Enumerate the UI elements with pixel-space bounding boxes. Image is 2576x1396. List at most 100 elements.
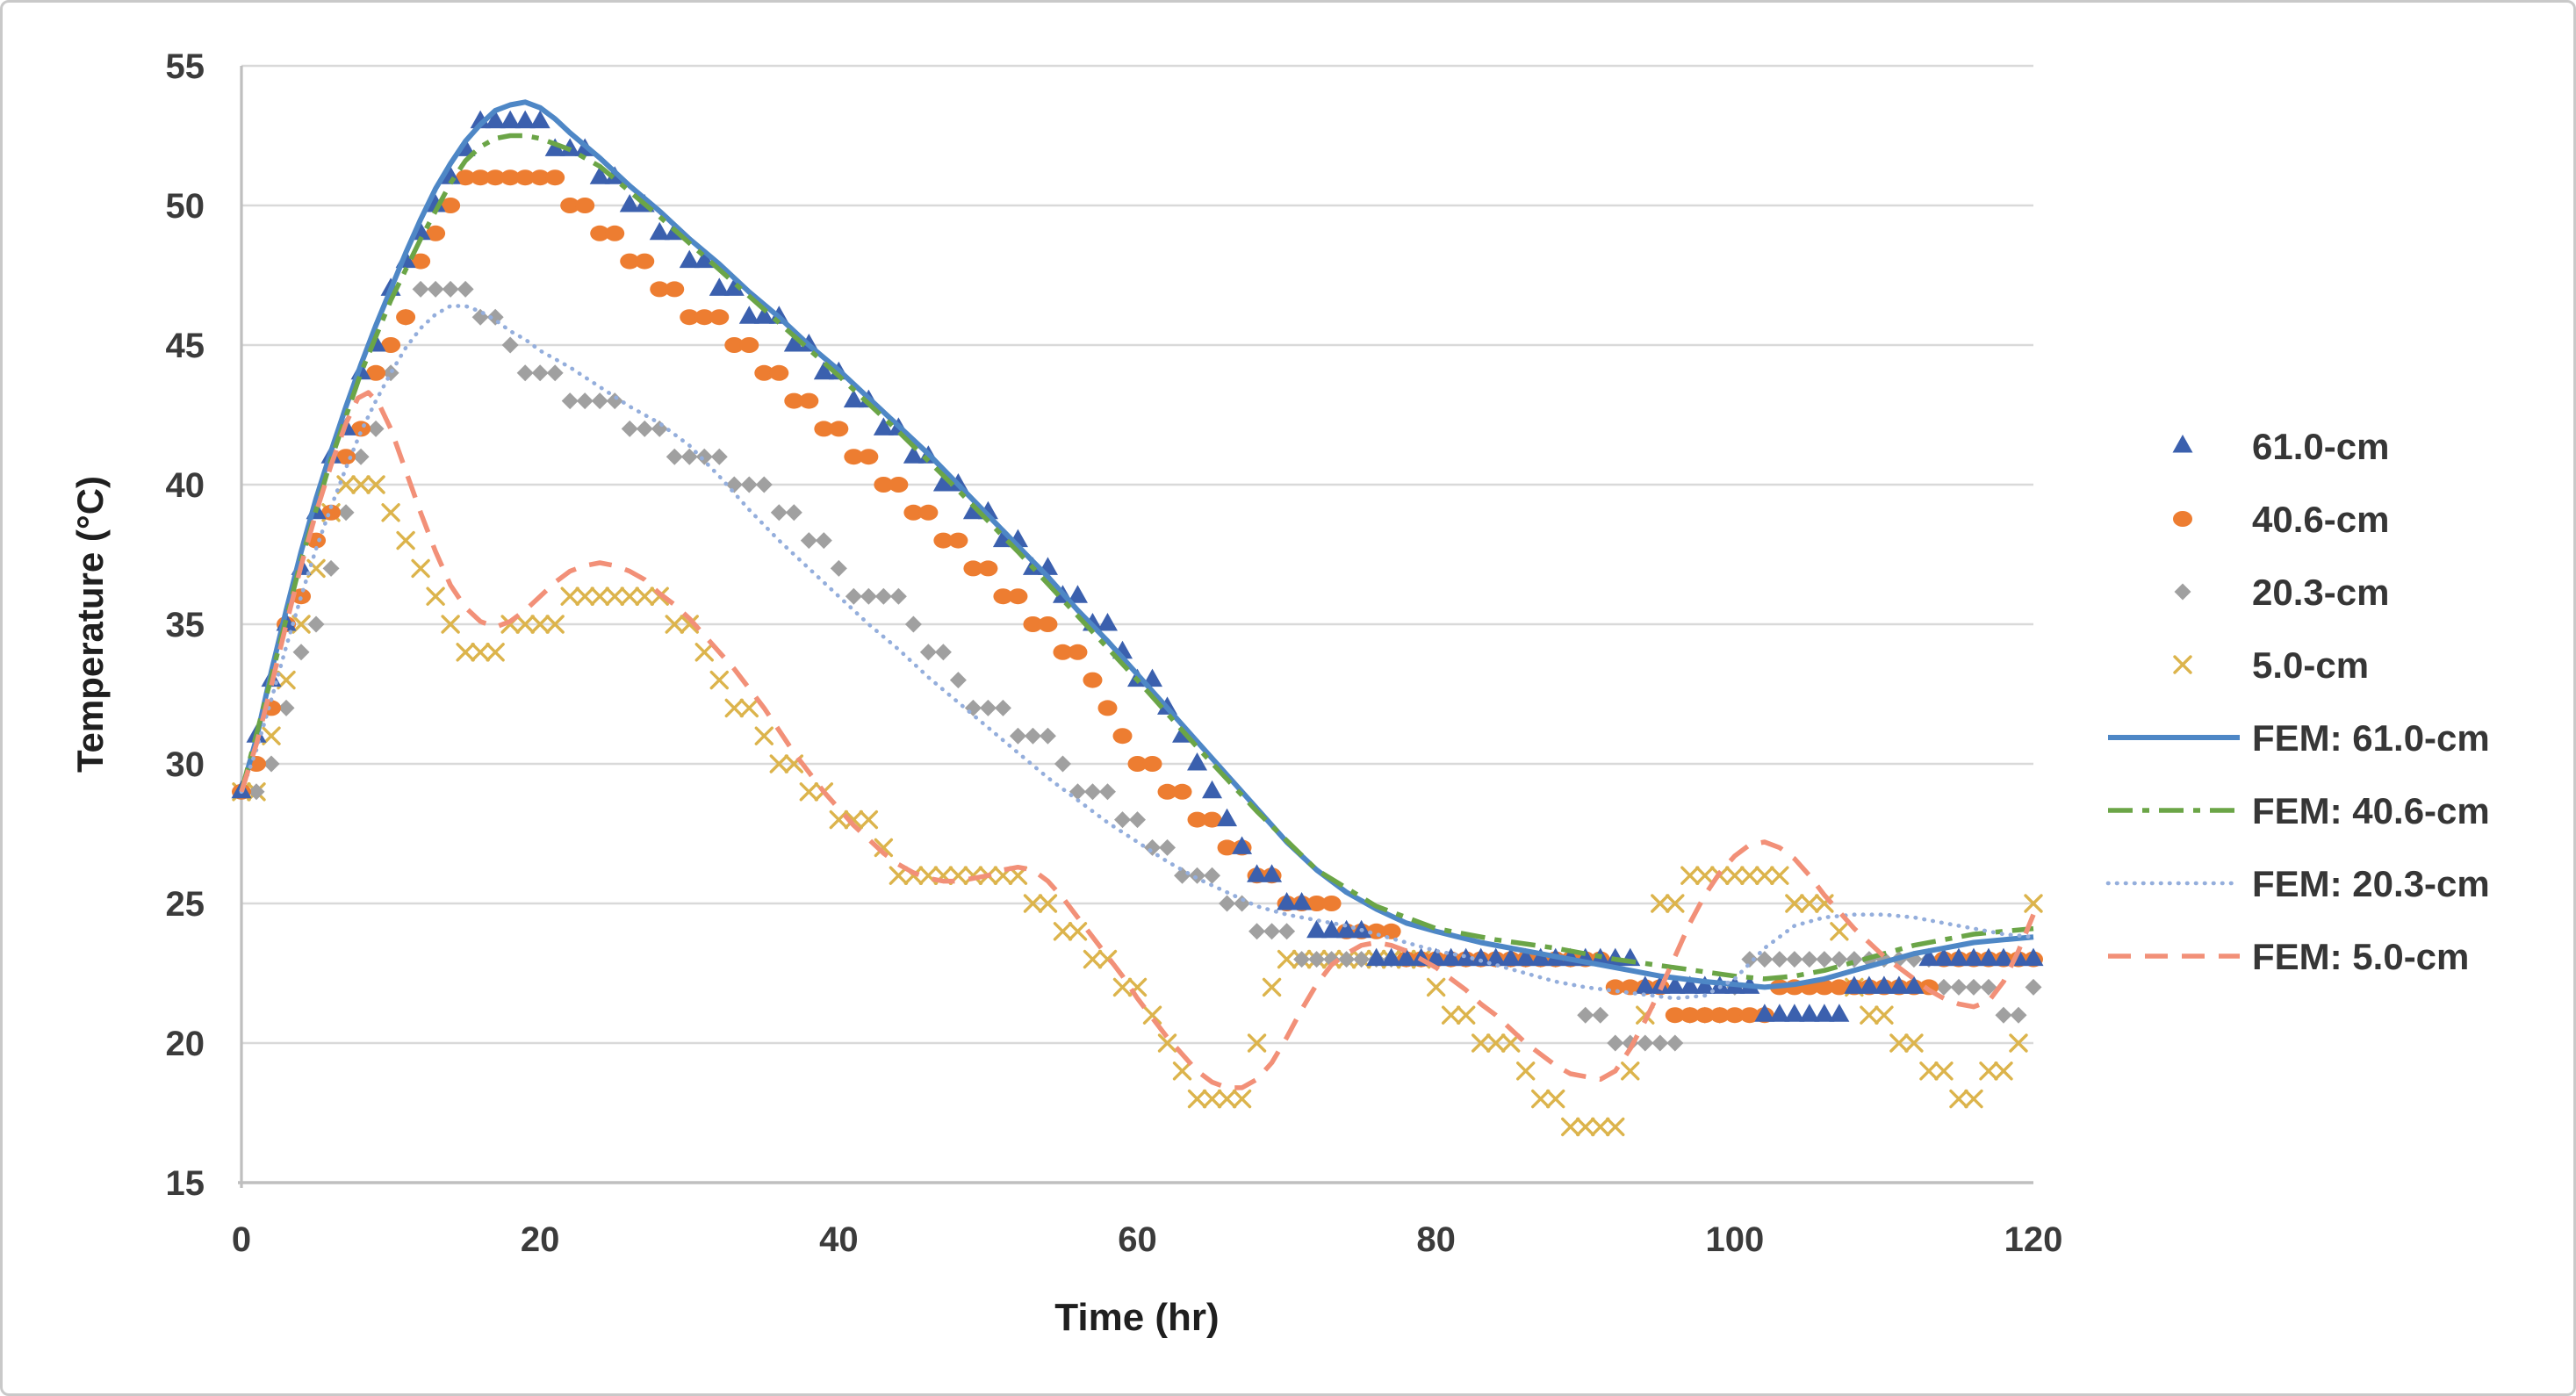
triangle-marker [1336, 919, 1357, 939]
diamond-marker [1009, 727, 1026, 745]
legend-label: 40.6-cm [2252, 499, 2389, 540]
diamond-marker [501, 336, 519, 354]
triangle-marker [1515, 947, 1536, 967]
circle-marker [1157, 783, 1177, 800]
triangle-marker [529, 110, 550, 129]
diamond-marker [1786, 951, 1803, 968]
circle-marker [2173, 511, 2192, 527]
triangle-marker [649, 221, 670, 241]
diamond-marker [1771, 951, 1788, 968]
legend-label: FEM: 40.6-cm [2252, 790, 2490, 831]
diamond-marker [1338, 951, 1356, 968]
diamond-marker [1995, 1006, 2012, 1024]
diamond-marker [651, 420, 668, 437]
circle-marker [1709, 1007, 1730, 1024]
diamond-marker [1159, 838, 1176, 856]
circle-marker [321, 504, 342, 521]
legend-label: 5.0-cm [2252, 644, 2369, 686]
diamond-marker [904, 615, 922, 633]
diamond-marker [352, 448, 370, 465]
x-marker [1217, 1089, 1237, 1109]
triangle-marker [1859, 975, 1880, 994]
x-marker [1157, 1033, 1177, 1053]
x-marker [635, 586, 654, 606]
triangle-marker [1769, 1004, 1790, 1022]
x-marker [1576, 1117, 1595, 1137]
circle-marker [1202, 811, 1222, 828]
diamond-marker [1278, 923, 1296, 940]
diamond-marker [1980, 978, 1997, 996]
triangle-marker [1993, 947, 2014, 967]
circle-marker [963, 560, 983, 577]
diamond-marker [1248, 923, 1266, 940]
circle-marker [918, 504, 939, 521]
triangle-marker [1187, 752, 1208, 771]
legend-item-20.3-cm: 20.3-cm [2174, 572, 2389, 613]
circle-marker [1217, 839, 1237, 856]
diamond-marker [1637, 1034, 1654, 1052]
diamond-marker [248, 783, 265, 801]
diamond-marker [546, 364, 564, 382]
diamond-marker [263, 755, 280, 773]
diamond-marker [292, 644, 310, 661]
triangle-marker [500, 110, 521, 129]
y-tick-label: 50 [166, 187, 205, 226]
x-marker [1083, 949, 1103, 969]
x-marker [1680, 866, 1700, 885]
circle-marker [411, 253, 431, 270]
x-marker [1053, 922, 1073, 941]
triangle-marker [1247, 864, 1268, 882]
circle-marker [635, 253, 655, 270]
triangle-marker [1665, 975, 1686, 994]
x-tick-label: 80 [1416, 1220, 1456, 1259]
circle-marker [1023, 616, 1043, 632]
circle-marker [1172, 783, 1192, 800]
circle-marker [1665, 1007, 1685, 1024]
circle-marker [545, 169, 565, 186]
triangle-marker [1471, 947, 1492, 967]
y-tick-label: 20 [166, 1025, 205, 1063]
series-20.3-cm-markers [233, 280, 2042, 1052]
legend-item-FEM: 5.0-cm: FEM: 5.0-cm [2108, 936, 2469, 977]
circle-marker [1053, 644, 1073, 660]
x-tick-label: 100 [1705, 1220, 1764, 1259]
triangle-marker [1232, 836, 1253, 854]
circle-marker [1127, 756, 1148, 772]
circle-marker [530, 169, 550, 186]
diamond-marker [561, 392, 579, 410]
diamond-marker [457, 280, 474, 298]
circle-marker [1829, 979, 1849, 996]
diamond-marker [725, 476, 743, 493]
series-40.6-cm-markers [232, 169, 2043, 1024]
triangle-marker [783, 334, 804, 352]
circle-marker [889, 477, 909, 493]
y-axis-title: Temperature (°C) [69, 475, 111, 774]
triangle-marker [1202, 780, 1223, 799]
x-marker [1232, 1089, 1252, 1109]
x-marker [829, 810, 849, 830]
circle-marker [978, 560, 998, 577]
x-marker [291, 615, 311, 634]
circle-marker [933, 532, 953, 549]
x-marker [560, 586, 579, 606]
circle-marker [366, 364, 386, 381]
x-marker [1964, 1089, 1983, 1109]
triangle-marker [1695, 975, 1716, 994]
circle-marker [456, 169, 476, 186]
triangle-marker [470, 110, 491, 129]
circle-marker [1695, 1007, 1715, 1024]
diamond-marker [1098, 783, 1116, 801]
triangle-marker [1292, 892, 1313, 910]
triangle-marker [425, 194, 446, 212]
diamond-marker [919, 644, 937, 661]
triangle-marker [544, 138, 565, 156]
diamond-marker [576, 392, 594, 410]
triangle-marker [1918, 947, 1939, 967]
circle-marker [1187, 811, 1207, 828]
diamond-marker [1756, 951, 1774, 968]
triangle-marker [1277, 892, 1298, 910]
x-marker [456, 643, 475, 662]
triangle-marker [514, 110, 536, 129]
circle-marker [426, 225, 446, 241]
triangle-marker [1530, 947, 1551, 967]
